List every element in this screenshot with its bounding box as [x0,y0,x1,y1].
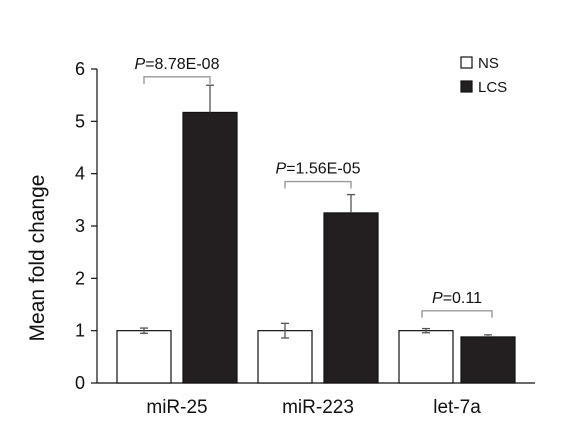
y-tick-label: 6 [75,59,85,79]
y-tick-label: 2 [75,268,85,288]
p-value-prefix: P [432,290,443,307]
legend: NS LCS [460,55,507,96]
x-category-label: miR-223 [282,397,354,418]
p-value-prefix: P [276,161,287,178]
p-value-text: =1.56E-05 [286,161,360,178]
p-value-label: P=8.78E-08 [135,56,220,73]
annotations: P=8.78E-08P=1.56E-05P=0.11 [135,56,493,318]
x-category-label: let-7a [433,397,481,418]
p-value-text: =8.78E-08 [145,56,219,73]
significance-bracket [143,76,211,84]
p-value-text: =0.11 [443,290,482,307]
p-value-label: P=0.11 [432,290,482,307]
legend-swatch-lcs [460,80,473,93]
bars [116,111,516,384]
p-value-prefix: P [135,56,146,73]
y-tick-label: 3 [75,216,85,236]
bar-lcs-mir-25 [182,111,238,384]
y-tick-label: 5 [75,111,85,131]
legend-swatch-ns [460,56,473,69]
x-category-label: miR-25 [146,397,207,418]
significance-bracket [421,310,493,318]
axes: 0 1 2 3 4 5 6 miR-25 miR-223 let-7a [75,59,535,418]
bar-ns-let-7a [398,330,454,384]
y-tick-label: 0 [75,373,85,393]
bar-ns-mir-25 [116,330,172,384]
error-bars [140,84,492,339]
y-axis-title: Mean fold change [26,175,49,342]
legend-label-lcs: LCS [478,79,507,96]
bar-lcs-let-7a [460,336,516,384]
y-tick-label: 4 [75,164,85,184]
y-tick-label: 1 [75,321,85,341]
bar-lcs-mir-223 [323,212,379,384]
p-value-label: P=1.56E-05 [276,161,361,178]
significance-bracket [284,180,352,189]
legend-label-ns: NS [478,55,499,72]
